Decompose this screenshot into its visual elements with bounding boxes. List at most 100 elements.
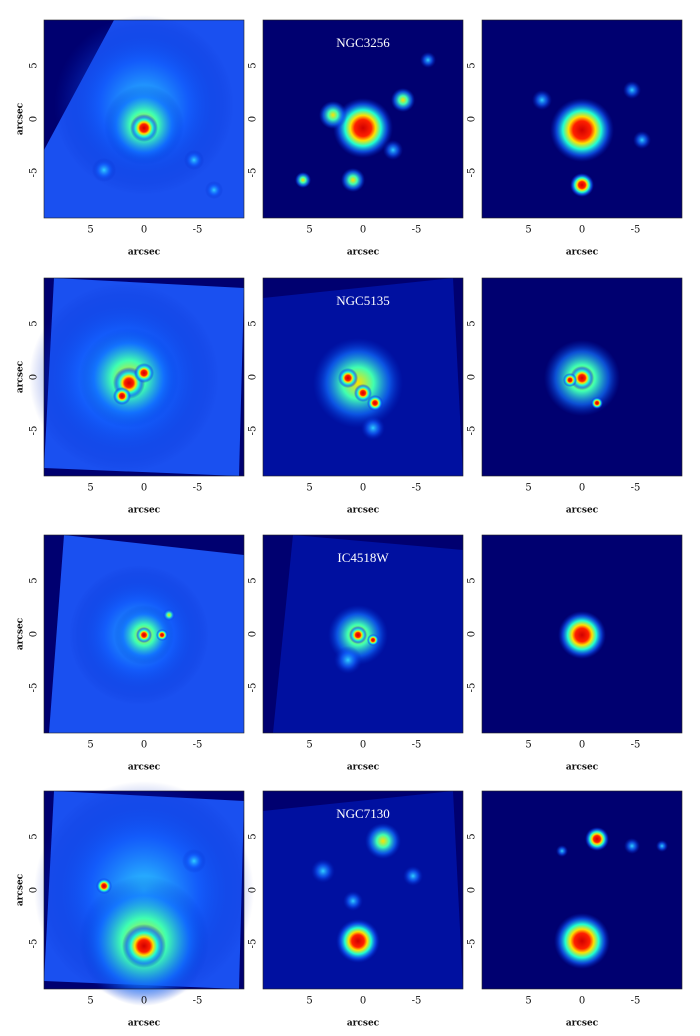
panel-title: IC4518W [337, 550, 389, 565]
image-frame [262, 277, 464, 477]
y-axis-label: arcsec [16, 360, 26, 393]
image-frame [481, 790, 683, 990]
emission [163, 609, 175, 621]
y-tick-label: 0 [467, 887, 478, 893]
emission [136, 627, 152, 643]
emission [556, 845, 568, 857]
emission [367, 634, 379, 646]
emission [184, 150, 204, 170]
emission [585, 827, 609, 851]
y-tick-label: 0 [29, 887, 40, 893]
y-tick-label: -5 [248, 168, 259, 178]
emission [403, 866, 423, 886]
emission [113, 387, 131, 405]
emission [563, 373, 577, 387]
x-tick-label: -5 [412, 483, 422, 494]
x-axis-label: arcsec [347, 248, 380, 258]
x-tick-label: -5 [412, 996, 422, 1007]
y-tick-label: 0 [248, 116, 259, 122]
y-tick-label: -5 [29, 168, 40, 178]
panel [262, 277, 464, 477]
x-axis-label: arcsec [128, 1019, 161, 1029]
y-tick-label: 5 [248, 577, 259, 583]
x-axis-label: arcsec [566, 1019, 599, 1029]
image-frame [481, 277, 683, 477]
emission [361, 416, 385, 440]
x-axis-label: arcsec [128, 248, 161, 258]
emission [623, 81, 641, 99]
panel-title: NGC5135 [336, 293, 389, 308]
y-tick-label: 0 [467, 631, 478, 637]
y-tick-label: -5 [467, 939, 478, 949]
x-tick-label: -5 [631, 225, 641, 236]
panel [262, 19, 464, 219]
emission [633, 131, 651, 149]
emission [591, 397, 603, 409]
emission [130, 114, 158, 142]
x-tick-label: 5 [306, 996, 312, 1007]
emission [354, 384, 372, 402]
x-tick-label: 5 [87, 996, 93, 1007]
emission [349, 626, 367, 644]
x-tick-label: 0 [579, 225, 585, 236]
y-tick-label: -5 [29, 683, 40, 693]
y-tick-label: 0 [29, 374, 40, 380]
x-axis-label: arcsec [566, 248, 599, 258]
emission [313, 338, 403, 428]
x-tick-label: 0 [141, 483, 147, 494]
panel-title: NGC3256 [336, 35, 390, 50]
emission [550, 98, 614, 162]
x-tick-label: -5 [412, 225, 422, 236]
emission [343, 891, 363, 911]
y-axis-label: arcsec [16, 873, 26, 906]
emission [532, 90, 552, 110]
y-tick-label: 0 [248, 887, 259, 893]
emission [341, 168, 365, 192]
y-tick-label: 0 [467, 116, 478, 122]
emission [383, 140, 403, 160]
x-tick-label: 5 [525, 740, 531, 751]
x-tick-label: 5 [525, 225, 531, 236]
x-axis-label: arcsec [128, 763, 161, 773]
y-tick-label: 5 [29, 577, 40, 583]
emission [336, 919, 380, 963]
x-tick-label: 5 [306, 483, 312, 494]
x-tick-label: 0 [360, 996, 366, 1007]
y-tick-label: -5 [467, 683, 478, 693]
x-axis-label: arcsec [566, 506, 599, 516]
emission [338, 368, 358, 388]
x-tick-label: 0 [579, 483, 585, 494]
emission [570, 366, 594, 390]
y-tick-label: 5 [467, 833, 478, 839]
image-frame [262, 534, 464, 734]
y-tick-label: 5 [467, 320, 478, 326]
emission [558, 611, 606, 659]
x-tick-label: -5 [193, 225, 203, 236]
x-axis-label: arcsec [347, 1019, 380, 1029]
y-tick-label: -5 [29, 426, 40, 436]
image-footprint [263, 791, 463, 989]
x-tick-label: 0 [579, 740, 585, 751]
panel [29, 277, 245, 477]
emission [205, 181, 223, 199]
x-tick-label: 0 [360, 225, 366, 236]
panel [481, 277, 683, 477]
panel [481, 19, 683, 219]
emission [420, 52, 436, 68]
emission [333, 98, 393, 158]
x-axis-label: arcsec [347, 506, 380, 516]
x-tick-label: 0 [141, 225, 147, 236]
x-axis-label: arcsec [566, 763, 599, 773]
panel [481, 534, 683, 734]
emission [334, 646, 362, 674]
emission [656, 840, 668, 852]
y-tick-label: -5 [248, 939, 259, 949]
emission [122, 924, 166, 968]
image-frame [481, 534, 683, 734]
image-frame [43, 277, 245, 477]
panel [262, 534, 464, 734]
y-tick-label: 0 [29, 116, 40, 122]
y-tick-label: 5 [467, 577, 478, 583]
x-axis-label: arcsec [128, 506, 161, 516]
y-tick-label: 5 [248, 833, 259, 839]
